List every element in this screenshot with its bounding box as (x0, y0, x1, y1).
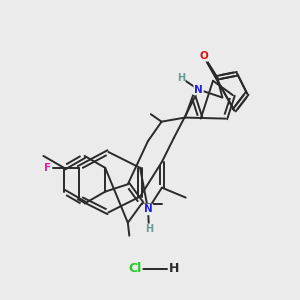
Text: N: N (144, 204, 152, 214)
Text: Cl: Cl (128, 262, 142, 275)
Text: F: F (44, 163, 52, 173)
Text: H: H (177, 73, 185, 83)
Text: H: H (169, 262, 179, 275)
Text: H: H (145, 224, 153, 234)
Text: O: O (199, 51, 208, 61)
Text: N: N (194, 85, 203, 94)
